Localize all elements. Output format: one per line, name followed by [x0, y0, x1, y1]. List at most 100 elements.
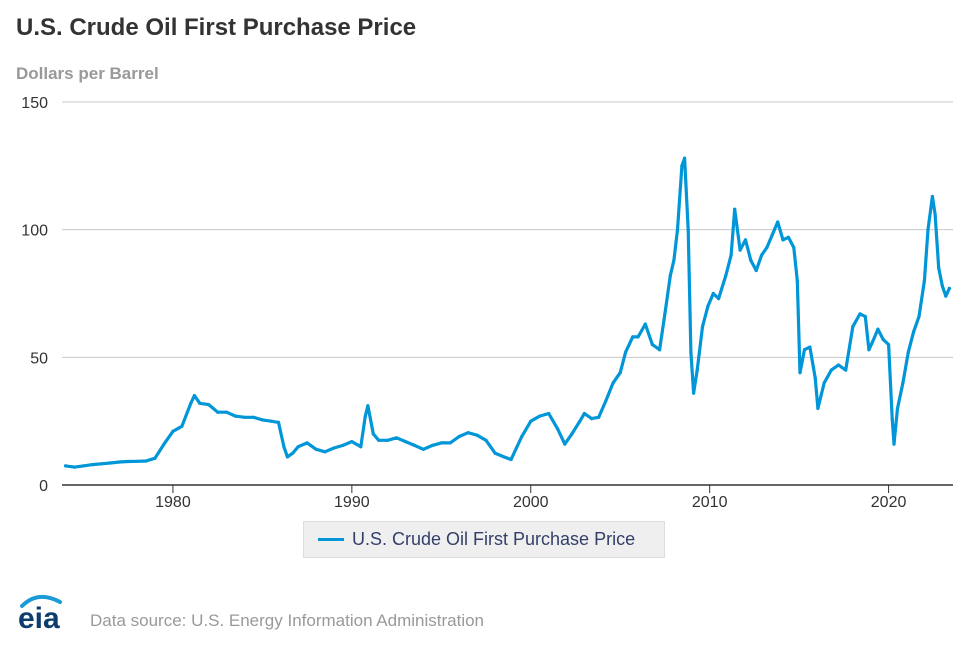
data-point [901, 381, 905, 385]
data-point [198, 401, 202, 405]
data-point [650, 343, 655, 347]
data-point [386, 438, 390, 442]
data-point [108, 461, 112, 465]
data-point [484, 438, 488, 442]
data-point [529, 419, 533, 423]
data-point [582, 411, 587, 416]
data-point [867, 348, 871, 352]
legend-label: U.S. Crude Oil First Purchase Price [352, 529, 636, 549]
data-point [242, 415, 247, 419]
data-point [377, 438, 381, 442]
data-point [171, 429, 175, 433]
data-point [858, 312, 862, 316]
data-point [314, 447, 318, 451]
data-point [493, 451, 497, 455]
data-point [180, 424, 184, 428]
data-point [672, 258, 676, 262]
data-point [359, 445, 363, 449]
series-layer [63, 156, 952, 469]
data-point [933, 212, 937, 216]
data-point [162, 442, 166, 446]
data-point [822, 381, 826, 385]
data-point [922, 279, 927, 283]
data-point [743, 238, 748, 242]
data-point [631, 335, 635, 339]
data-point [421, 447, 425, 451]
data-point [81, 464, 86, 468]
data-point [90, 463, 94, 467]
data-point [144, 459, 148, 463]
data-point [371, 432, 375, 436]
data-point [556, 427, 560, 431]
data-point [305, 441, 309, 445]
legend-line-swatch [318, 538, 344, 541]
data-point [711, 291, 715, 296]
svg-text:eia: eia [18, 602, 60, 632]
data-point [863, 314, 867, 319]
data-point [282, 445, 286, 449]
data-point [126, 459, 130, 464]
x-tick-label: 1980 [155, 494, 191, 511]
x-tick-label: 2010 [692, 494, 728, 511]
data-point [658, 348, 662, 352]
data-point [153, 456, 157, 460]
data-point [944, 294, 948, 298]
data-point [700, 325, 705, 329]
data-point [363, 414, 367, 418]
data-point [285, 455, 289, 459]
data-point [514, 446, 519, 450]
data-point [765, 245, 769, 250]
y-tick-label: 0 [39, 478, 48, 495]
data-point [332, 446, 336, 450]
data-point [890, 417, 894, 421]
data-point [733, 207, 737, 211]
data-point [881, 337, 885, 342]
data-point [892, 442, 896, 446]
data-point [276, 420, 281, 424]
data-point [412, 443, 417, 447]
data-point [189, 401, 193, 405]
data-point [851, 325, 855, 329]
data-point [729, 253, 733, 257]
data-point [692, 391, 696, 395]
data-point [72, 465, 77, 469]
data-point [887, 343, 891, 347]
data-point [930, 194, 935, 199]
data-point [341, 443, 345, 447]
data-point [570, 432, 574, 436]
data-point [717, 297, 721, 301]
data-point [706, 304, 710, 308]
data-point [689, 350, 693, 354]
data-point [538, 414, 542, 418]
data-point [448, 441, 452, 445]
x-tick-label: 1990 [334, 494, 370, 511]
data-point [829, 368, 833, 372]
data-point [563, 442, 567, 446]
data-point [749, 258, 753, 262]
data-point [808, 345, 812, 349]
data-point [233, 414, 238, 418]
data-point [135, 459, 139, 463]
data-point [597, 415, 601, 419]
data-point [781, 238, 785, 242]
data-point [251, 415, 255, 419]
chart-title: U.S. Crude Oil First Purchase Price [16, 14, 417, 41]
data-point [366, 404, 370, 408]
data-point [760, 253, 764, 257]
data-point [260, 418, 264, 422]
data-point [816, 406, 820, 410]
data-point [683, 156, 687, 160]
legend[interactable]: U.S. Crude Oil First Purchase Price [303, 521, 665, 558]
eia-logo-icon: eia [18, 594, 62, 632]
data-point [192, 394, 196, 398]
data-point [509, 457, 513, 462]
data-point [844, 368, 848, 372]
data-point [876, 327, 880, 331]
data-point [457, 434, 461, 439]
data-point [269, 419, 273, 423]
data-point [912, 330, 916, 334]
data-point [624, 350, 628, 354]
y-tick-label: 100 [21, 223, 48, 240]
data-point [776, 220, 780, 224]
